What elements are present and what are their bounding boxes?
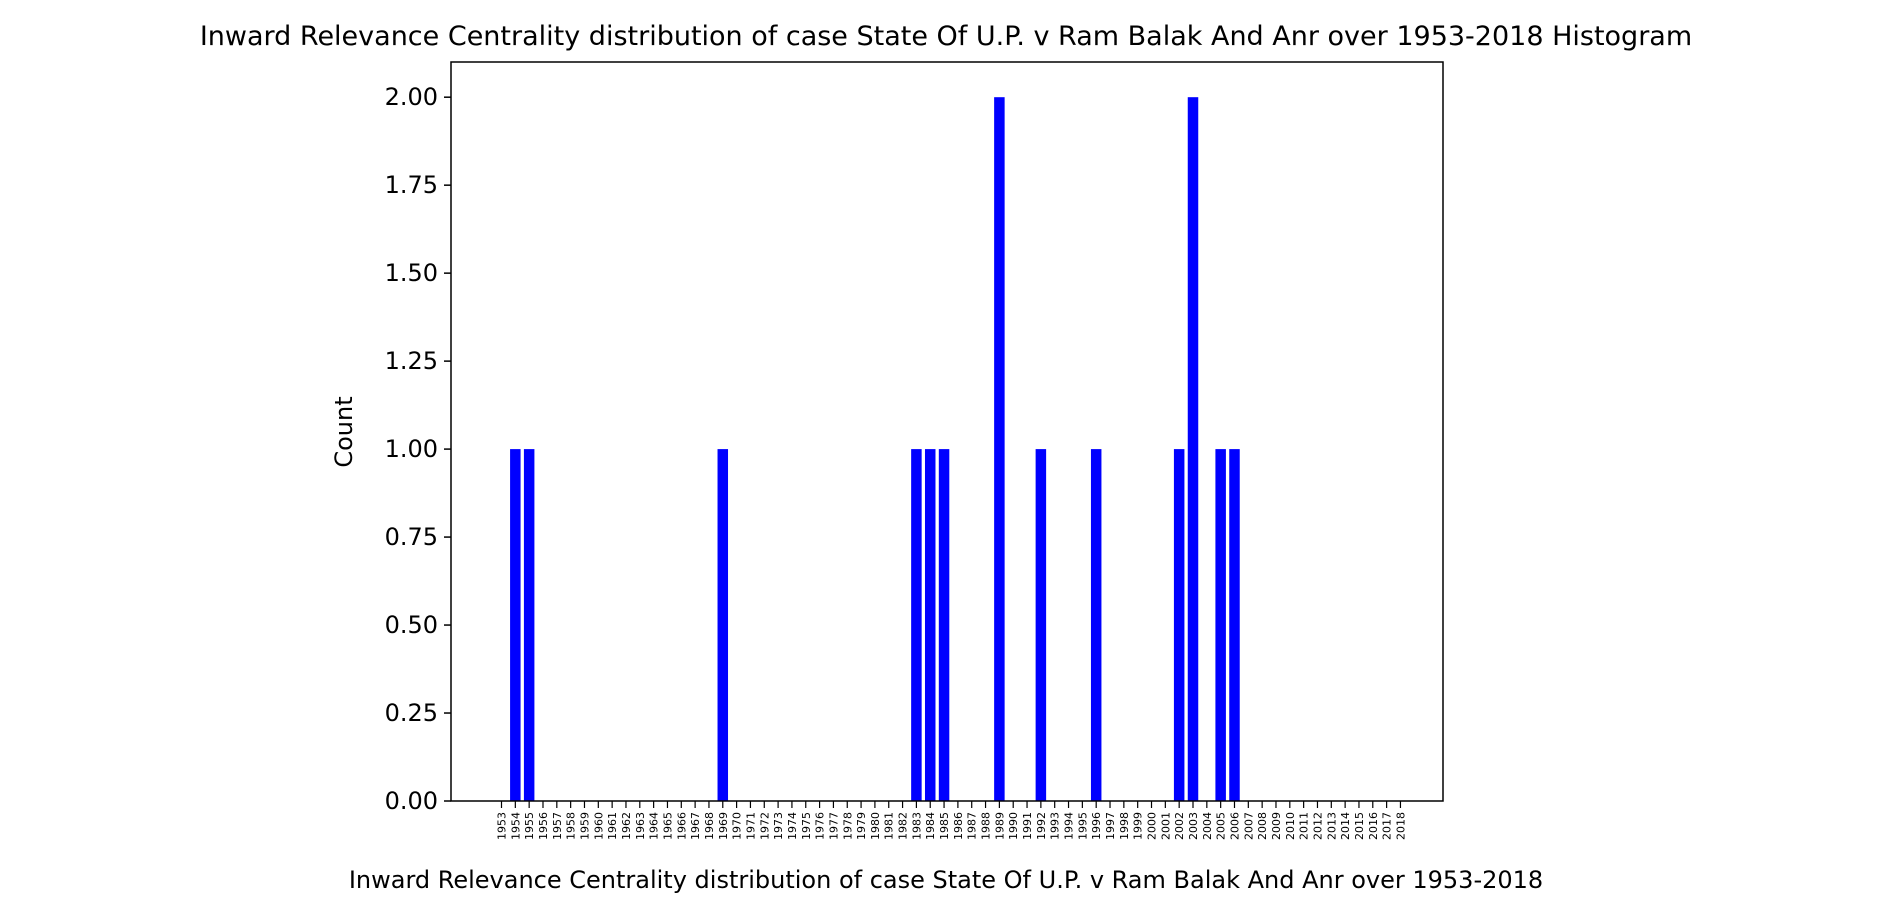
x-tick-label: 1953 <box>496 812 509 840</box>
x-tick-label: 2012 <box>1311 812 1324 840</box>
x-tick-label: 1985 <box>938 812 951 840</box>
x-tick-label: 1972 <box>758 812 771 840</box>
x-tick-label: 1974 <box>786 812 799 840</box>
x-tick-label: 2000 <box>1146 812 1159 840</box>
x-tick-label: 2009 <box>1270 812 1283 840</box>
x-tick-label: 1990 <box>1007 812 1020 840</box>
x-tick-label: 1983 <box>910 812 923 840</box>
x-tick-label: 1969 <box>717 812 730 840</box>
x-tick-label: 1966 <box>675 812 688 840</box>
x-tick-label: 1962 <box>620 812 633 840</box>
x-tick-label: 2003 <box>1187 812 1200 840</box>
x-tick-label: 2004 <box>1201 812 1214 840</box>
x-tick-label: 2002 <box>1173 812 1186 840</box>
bar-1985 <box>938 449 950 801</box>
bars-group <box>510 97 1240 801</box>
x-tick-label: 1965 <box>661 812 674 840</box>
x-tick-label: 2001 <box>1159 812 1172 840</box>
x-tick-label: 1968 <box>703 812 716 840</box>
x-tick-label: 1993 <box>1049 812 1062 840</box>
x-tick-label: 1980 <box>869 812 882 840</box>
bar-2003 <box>1187 97 1199 801</box>
x-tick-label: 1994 <box>1063 812 1076 840</box>
bar-1969 <box>717 449 729 801</box>
x-tick-label: 1988 <box>980 812 993 840</box>
x-tick-label: 1982 <box>897 812 910 840</box>
bar-1992 <box>1035 449 1047 801</box>
y-tick-label: 2.00 <box>385 83 438 111</box>
x-tick-label: 1997 <box>1104 812 1117 840</box>
x-tick-label: 1992 <box>1035 812 1048 840</box>
x-tick-label: 1998 <box>1118 812 1131 840</box>
y-axis-label: Count <box>330 396 358 467</box>
x-tick-label: 2011 <box>1298 812 1311 840</box>
x-tick-label: 2015 <box>1353 812 1366 840</box>
x-tick-label: 2010 <box>1284 812 1297 840</box>
x-tick-label: 2014 <box>1339 812 1352 840</box>
x-tick-label: 1964 <box>648 812 661 840</box>
x-tick-label: 1970 <box>731 812 744 840</box>
x-tick-label: 1987 <box>966 812 979 840</box>
x-tick-label: 1956 <box>537 812 550 840</box>
bar-1983 <box>911 449 922 801</box>
x-tick-label: 1960 <box>592 812 605 840</box>
bar-1954 <box>510 449 521 801</box>
x-tick-label: 1957 <box>551 812 564 840</box>
y-tick-label: 0.25 <box>385 699 438 727</box>
x-tick-label: 1971 <box>744 812 757 840</box>
x-tick-label: 1973 <box>772 812 785 840</box>
x-tick-label: 1991 <box>1021 812 1034 840</box>
x-tick-label: 1976 <box>814 812 827 840</box>
x-tick-label: 2016 <box>1367 812 1380 840</box>
x-tick-label: 1955 <box>523 812 536 840</box>
chart-title: Inward Relevance Centrality distribution… <box>200 21 1692 52</box>
bar-1984 <box>924 449 936 801</box>
x-tick-label: 2007 <box>1242 812 1255 840</box>
x-tick-label: 2008 <box>1256 812 1269 840</box>
x-tick-label: 1961 <box>606 812 619 840</box>
x-tick-label: 1967 <box>689 812 702 840</box>
y-tick-label: 1.75 <box>385 171 438 199</box>
y-tick-label: 1.00 <box>385 435 438 463</box>
x-tick-label: 1981 <box>883 812 896 840</box>
x-tick-label: 1977 <box>827 812 840 840</box>
x-tick-label: 1996 <box>1090 812 1103 840</box>
x-tick-label: 1959 <box>578 812 591 840</box>
x-tick-label: 1999 <box>1132 812 1145 840</box>
bar-2002 <box>1173 449 1185 801</box>
x-tick-label: 2013 <box>1325 812 1338 840</box>
x-axis: 1953 1954 1955 1956 1957 1958 1959 1960 1961 1962… <box>496 801 1407 840</box>
x-tick-label: 2017 <box>1381 812 1394 840</box>
x-tick-label: 2018 <box>1394 812 1407 840</box>
x-tick-label: 2005 <box>1215 812 1228 840</box>
x-tick-label: 1989 <box>993 812 1006 840</box>
x-tick-label: 1984 <box>924 812 937 840</box>
x-tick-label: 1986 <box>952 812 965 840</box>
x-tick-label: 1954 <box>509 812 522 840</box>
bar-1989 <box>994 97 1005 801</box>
y-tick-label: 1.50 <box>385 259 438 287</box>
x-axis-label: Inward Relevance Centrality distribution… <box>349 866 1543 894</box>
bar-1996 <box>1090 449 1102 801</box>
y-tick-label: 1.25 <box>385 347 438 375</box>
x-tick-label: 1995 <box>1076 812 1089 840</box>
x-tick-label: 2006 <box>1228 812 1241 840</box>
bar-2005 <box>1215 449 1226 801</box>
y-tick-label: 0.75 <box>385 523 438 551</box>
y-tick-label: 0.50 <box>385 611 438 639</box>
x-tick-label: 1958 <box>565 812 578 840</box>
x-tick-label: 1963 <box>634 812 647 840</box>
x-tick-label: 1978 <box>841 812 854 840</box>
y-axis: 0.00 0.25 0.50 0.75 1.00 1.25 1.50 1.75 2.00 <box>385 83 451 815</box>
bar-1955 <box>523 449 535 801</box>
x-tick-label: 1979 <box>855 812 868 840</box>
x-tick-label: 1975 <box>800 812 813 840</box>
y-tick-label: 0.00 <box>385 787 438 815</box>
bar-2006 <box>1229 449 1240 801</box>
plot-frame <box>450 61 1444 802</box>
